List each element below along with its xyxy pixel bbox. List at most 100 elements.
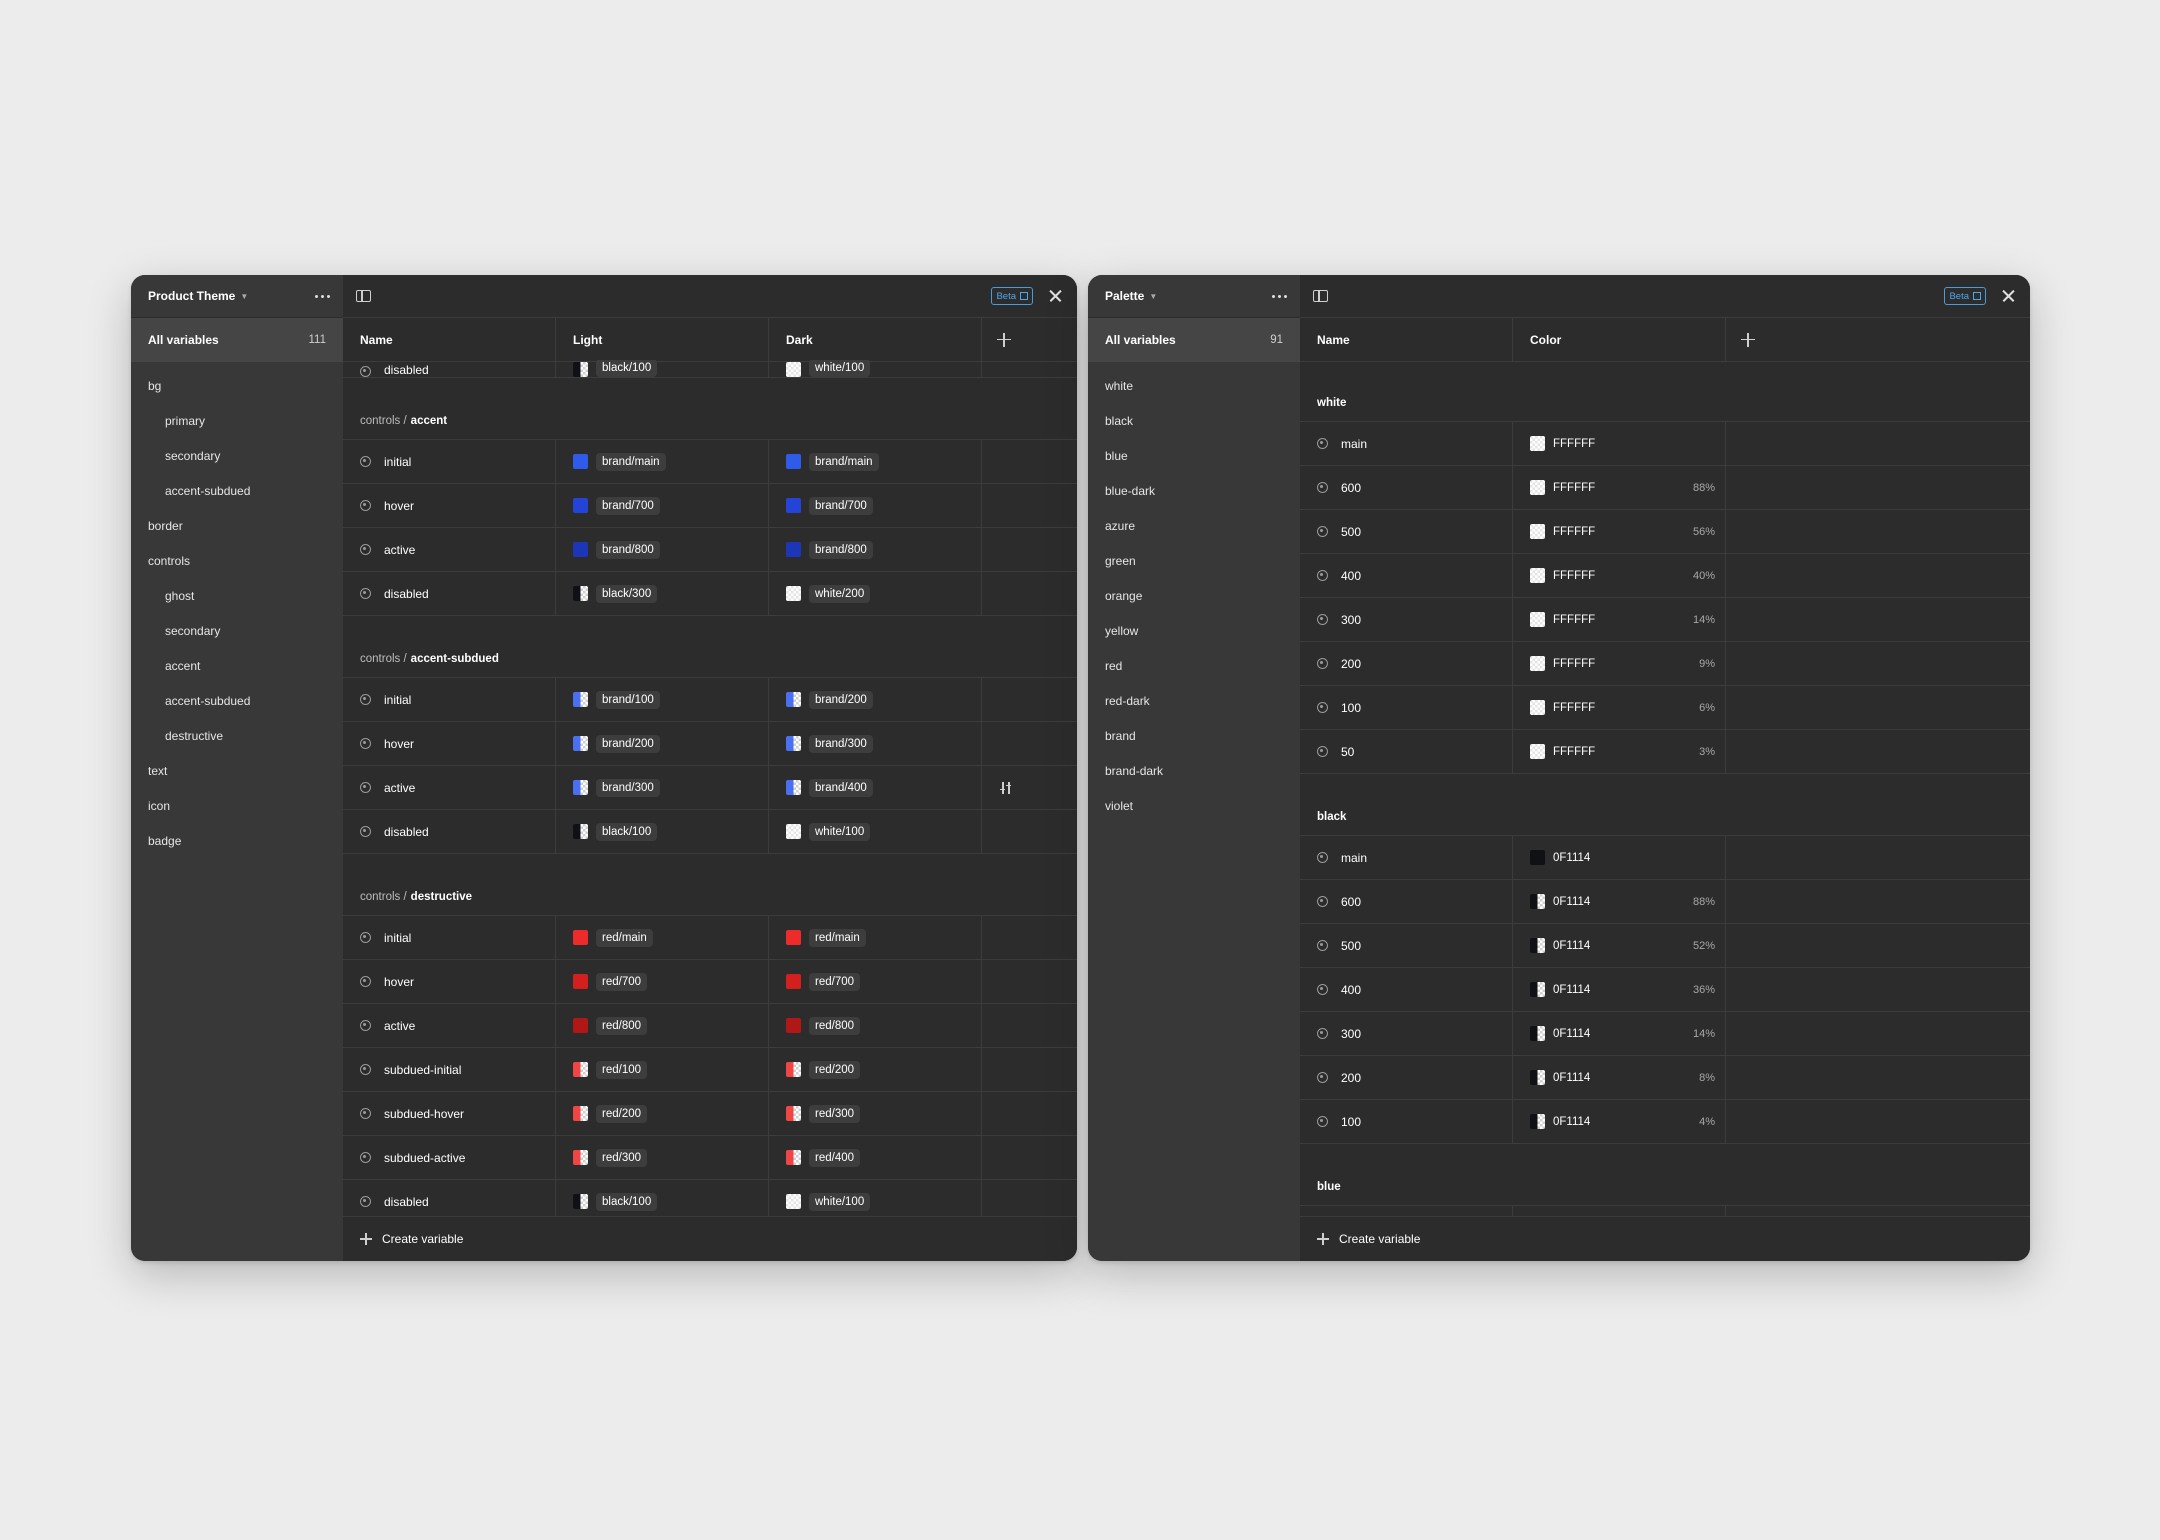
light-value-cell[interactable]: brand/700: [556, 484, 769, 527]
group-item[interactable]: red-dark: [1105, 693, 1150, 708]
alias-pill[interactable]: red/300: [596, 1148, 648, 1167]
table-row[interactable]: disabled black/100 white/100: [343, 810, 1077, 854]
alias-pill[interactable]: white/100: [809, 1192, 871, 1211]
group-item[interactable]: badge: [148, 833, 182, 848]
light-value-cell[interactable]: black/100: [556, 1180, 769, 1217]
table-row[interactable]: 50 FFFFFF 3%: [1300, 730, 2030, 774]
name-cell[interactable]: 300: [1300, 598, 1513, 641]
alias-pill[interactable]: brand/800: [596, 540, 660, 559]
light-value-cell[interactable]: red/100: [556, 1048, 769, 1091]
dark-value-cell[interactable]: red/400: [769, 1136, 982, 1179]
name-cell[interactable]: initial: [343, 440, 556, 483]
name-cell[interactable]: main: [1300, 836, 1513, 879]
alias-pill[interactable]: red/700: [596, 972, 648, 991]
dark-value-cell[interactable]: red/300: [769, 1092, 982, 1135]
name-cell[interactable]: hover: [343, 722, 556, 765]
alias-pill[interactable]: brand/main: [809, 452, 879, 471]
alias-pill[interactable]: white/100: [809, 822, 871, 841]
beta-badge[interactable]: Beta: [1944, 287, 1986, 305]
group-item[interactable]: blue-dark: [1105, 483, 1156, 498]
dark-value-cell[interactable]: brand/200: [769, 678, 982, 721]
color-value-cell[interactable]: FFFFFF 14%: [1513, 598, 1726, 641]
name-cell[interactable]: 800: [1300, 1206, 1513, 1217]
table-row[interactable]: 100 FFFFFF 6%: [1300, 686, 2030, 730]
column-name[interactable]: Name: [343, 318, 556, 361]
column-dark[interactable]: Dark: [769, 318, 982, 361]
color-value-cell[interactable]: 0F1114 14%: [1513, 1012, 1726, 1055]
add-mode-button[interactable]: [982, 318, 1077, 361]
table-row[interactable]: initial red/main red/main: [343, 916, 1077, 960]
name-cell[interactable]: 500: [1300, 924, 1513, 967]
dark-value-cell[interactable]: red/700: [769, 960, 982, 1003]
group-item[interactable]: violet: [1105, 798, 1134, 813]
close-icon[interactable]: [1047, 288, 1063, 304]
group-item[interactable]: azure: [1105, 518, 1136, 533]
alias-pill[interactable]: brand/100: [596, 690, 660, 709]
alias-pill[interactable]: brand/300: [596, 778, 660, 797]
color-value-cell[interactable]: FFFFFF 3%: [1513, 730, 1726, 773]
group-item[interactable]: yellow: [1105, 623, 1139, 638]
table-row[interactable]: 300 FFFFFF 14%: [1300, 598, 2030, 642]
table-row[interactable]: disabled black/100 white/100: [343, 1180, 1077, 1217]
dark-value-cell[interactable]: brand/main: [769, 440, 982, 483]
alias-pill[interactable]: black/300: [596, 584, 658, 603]
group-item[interactable]: accent-subdued: [165, 483, 251, 498]
group-item[interactable]: bg: [148, 378, 162, 393]
color-value-cell[interactable]: FFFFFF 40%: [1513, 554, 1726, 597]
group-item[interactable]: secondary: [165, 623, 221, 638]
table-row[interactable]: hover brand/200 brand/300: [343, 722, 1077, 766]
name-cell[interactable]: 200: [1300, 642, 1513, 685]
alias-pill[interactable]: brand/200: [809, 690, 873, 709]
name-cell[interactable]: 200: [1300, 1056, 1513, 1099]
group-item[interactable]: accent-subdued: [165, 693, 251, 708]
table-row[interactable]: subdued-hover red/200 red/300: [343, 1092, 1077, 1136]
color-value-cell[interactable]: 172B99: [1513, 1206, 1726, 1217]
alias-pill[interactable]: brand/300: [809, 734, 873, 753]
alias-pill[interactable]: brand/main: [596, 452, 666, 471]
table-row[interactable]: 200 FFFFFF 9%: [1300, 642, 2030, 686]
color-value-cell[interactable]: FFFFFF 88%: [1513, 466, 1726, 509]
color-value-cell[interactable]: FFFFFF 9%: [1513, 642, 1726, 685]
alias-pill[interactable]: red/800: [809, 1016, 861, 1035]
name-cell[interactable]: main: [1300, 422, 1513, 465]
name-cell[interactable]: 400: [1300, 968, 1513, 1011]
dark-value-cell[interactable]: red/main: [769, 916, 982, 959]
name-cell[interactable]: 600: [1300, 880, 1513, 923]
alias-pill[interactable]: white/200: [809, 584, 871, 603]
color-value-cell[interactable]: 0F1114 36%: [1513, 968, 1726, 1011]
name-cell[interactable]: subdued-hover: [343, 1092, 556, 1135]
alias-pill[interactable]: red/main: [596, 928, 653, 947]
table-row[interactable]: disabled black/300 white/200: [343, 572, 1077, 616]
color-value-cell[interactable]: 0F1114: [1513, 836, 1726, 879]
sidebar-toggle-icon[interactable]: [1313, 290, 1328, 302]
color-value-cell[interactable]: FFFFFF: [1513, 422, 1726, 465]
alias-pill[interactable]: red/200: [809, 1060, 861, 1079]
column-color[interactable]: Color: [1513, 318, 1726, 361]
name-cell[interactable]: initial: [343, 678, 556, 721]
color-value-cell[interactable]: 0F1114 88%: [1513, 880, 1726, 923]
table-row[interactable]: hover red/700 red/700: [343, 960, 1077, 1004]
group-item[interactable]: primary: [165, 413, 206, 428]
dark-value-cell[interactable]: brand/800: [769, 528, 982, 571]
name-cell[interactable]: hover: [343, 484, 556, 527]
table-row[interactable]: active brand/800 brand/800: [343, 528, 1077, 572]
alias-pill[interactable]: red/700: [809, 972, 861, 991]
light-value-cell[interactable]: red/300: [556, 1136, 769, 1179]
name-cell[interactable]: 600: [1300, 466, 1513, 509]
alias-pill[interactable]: red/200: [596, 1104, 648, 1123]
alias-pill[interactable]: brand/700: [809, 496, 873, 515]
group-item[interactable]: red: [1105, 658, 1123, 673]
collection-title[interactable]: Palette: [1105, 289, 1145, 303]
group-item[interactable]: text: [148, 763, 168, 778]
color-value-cell[interactable]: 0F1114 8%: [1513, 1056, 1726, 1099]
alias-pill[interactable]: brand/800: [809, 540, 873, 559]
dark-value-cell[interactable]: red/200: [769, 1048, 982, 1091]
all-variables-item[interactable]: All variables 91: [1088, 318, 1300, 362]
dark-value-cell[interactable]: red/800: [769, 1004, 982, 1047]
color-value-cell[interactable]: 0F1114 52%: [1513, 924, 1726, 967]
light-value-cell[interactable]: red/main: [556, 916, 769, 959]
light-value-cell[interactable]: black/100: [556, 360, 769, 377]
light-value-cell[interactable]: brand/100: [556, 678, 769, 721]
beta-badge[interactable]: Beta: [991, 287, 1033, 305]
table-row[interactable]: subdued-active red/300 red/400: [343, 1136, 1077, 1180]
